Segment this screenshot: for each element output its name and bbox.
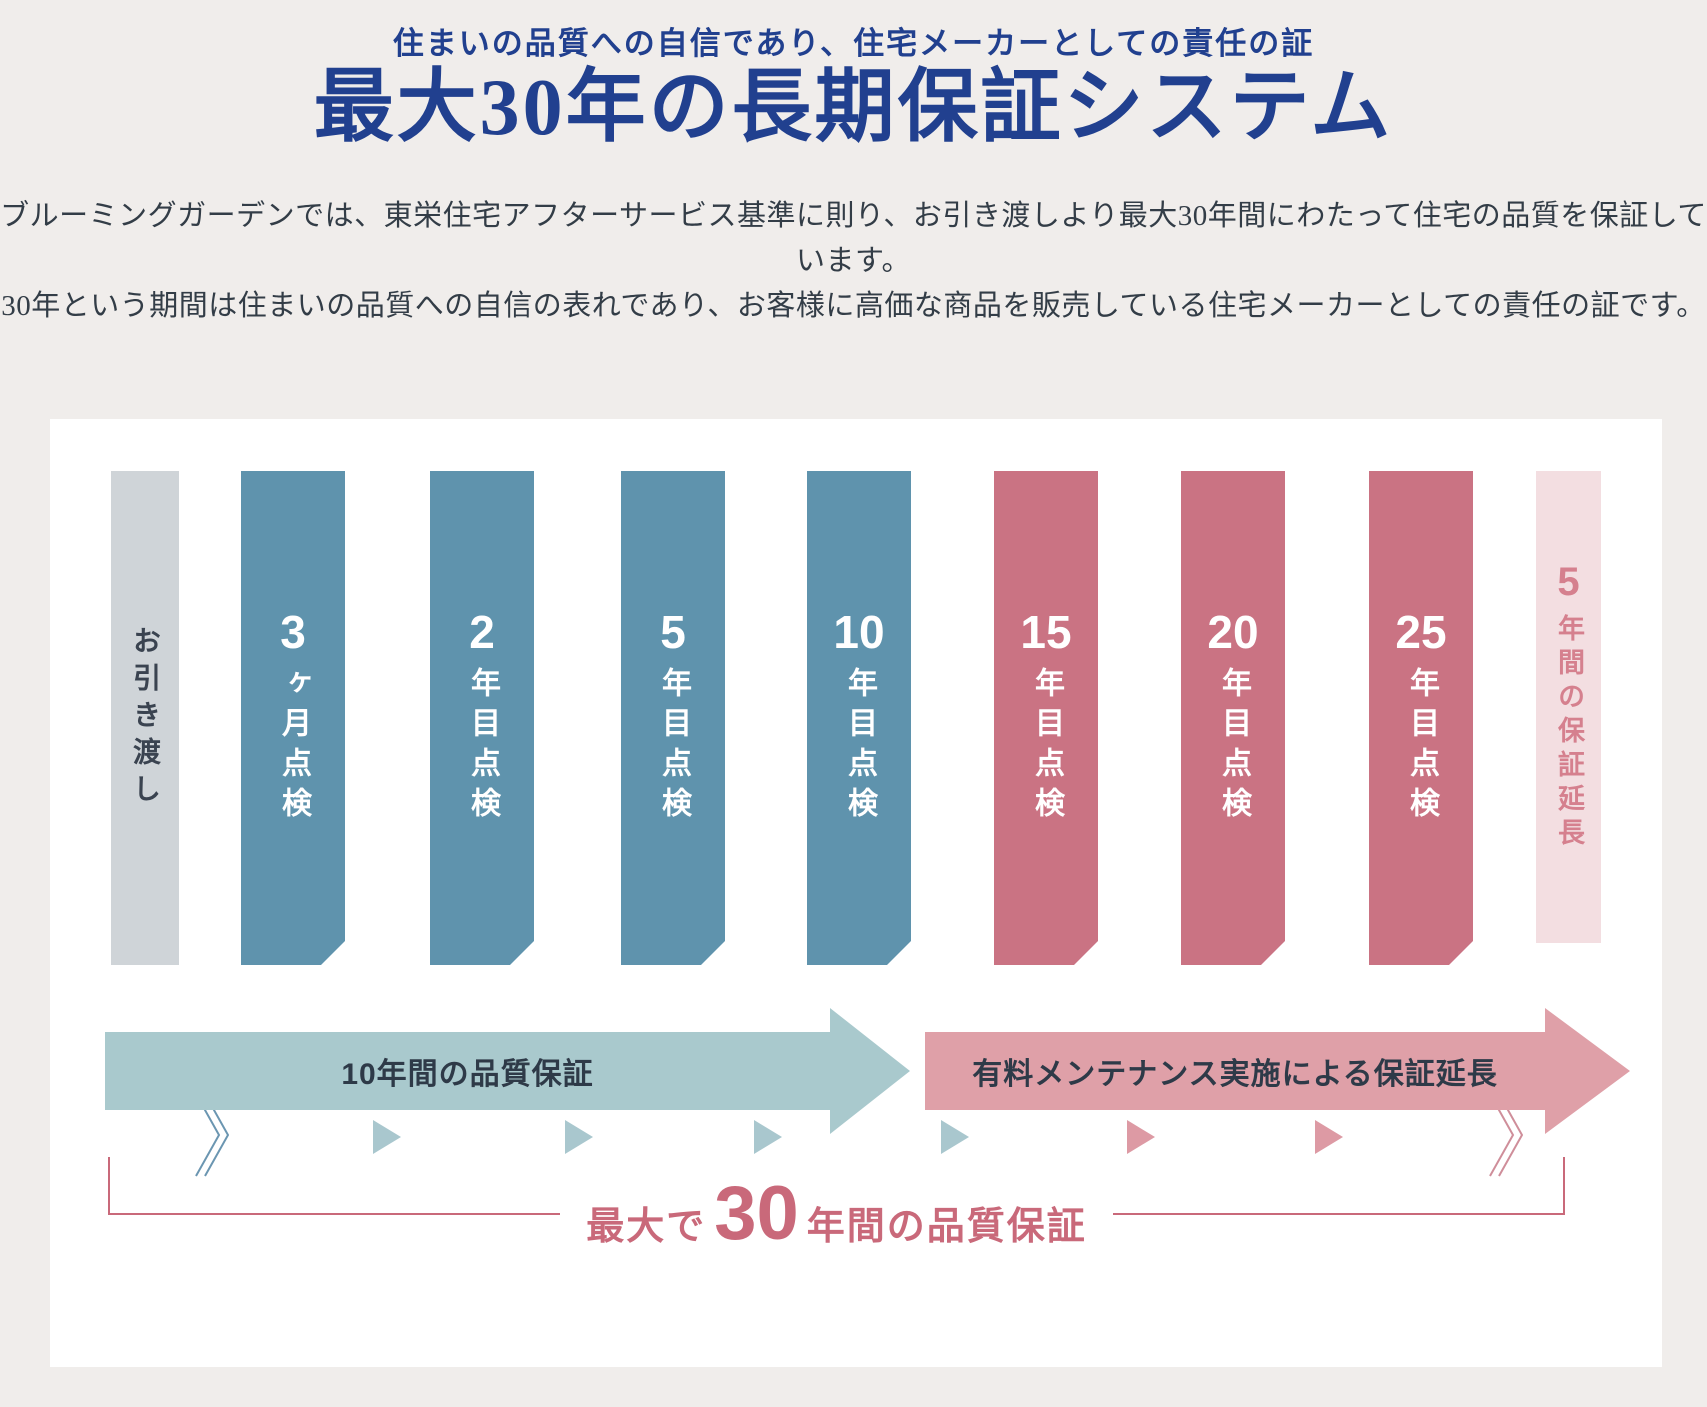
caption-prefix: 最大で: [586, 1206, 707, 1248]
bracket-left-tick: [108, 1157, 110, 1215]
bar-number: 20: [1207, 606, 1259, 658]
bar-number: 25: [1395, 606, 1447, 658]
bar-text: 年目点検: [466, 667, 499, 827]
right-arrow-shape: [925, 1008, 1630, 1134]
triangle-right-icon: [565, 1120, 593, 1154]
caption-text: 最大で 30 年間の品質保証: [560, 1176, 1113, 1252]
bar-text: 年間の保証延長: [1554, 614, 1584, 852]
bar-inspection-year20: 20 年目点検: [1181, 471, 1285, 965]
bracket-right-line: [1112, 1213, 1566, 1215]
warranty-timeline-card: お引き渡し 3 ヶ月点検 2 年目点検 5 年目点検 10 年目点検 15 年目…: [50, 419, 1662, 1367]
triangle-right-icon: [754, 1120, 782, 1154]
extension-arrow: 有料メンテナンス実施による保証延長: [925, 1008, 1630, 1134]
total-warranty-caption: 最大で 30 年間の品質保証: [108, 1157, 1566, 1271]
warranty-10year-label: 10年間の品質保証: [341, 1058, 594, 1091]
bar-number: 2: [469, 606, 495, 658]
page-title: 最大30年の長期保証システム: [313, 64, 1394, 152]
bar-text: 年目点検: [1216, 667, 1250, 827]
triangle-right-icon: [1127, 1120, 1155, 1154]
bar-number: 10: [833, 606, 885, 658]
bar-inspection-year2: 2 年目点検: [430, 471, 534, 965]
bar-warranty-extension: 5 年間の保証延長: [1536, 471, 1601, 943]
bar-inspection-year15: 15 年目点検: [994, 471, 1098, 965]
warranty-10year-arrow: 10年間の品質保証: [105, 1008, 910, 1134]
bracket-left-line: [108, 1213, 561, 1215]
intro-line-2: 30年という期間は住まいの品質への自信の表れであり、お客様に高価な商品を販売して…: [1, 290, 1706, 322]
caption-suffix: 年間の品質保証: [806, 1206, 1087, 1248]
right-arrow-shape: [105, 1008, 910, 1134]
bar-handover: お引き渡し: [111, 471, 179, 965]
bar-text: 年目点検: [842, 667, 876, 827]
caption-number: 30: [714, 1171, 799, 1256]
extension-label: 有料メンテナンス実施による保証延長: [972, 1058, 1498, 1091]
triangle-right-icon: [941, 1120, 969, 1154]
bar-inspection-year5: 5 年目点検: [621, 471, 725, 965]
intro-line-1: ブルーミングガーデンでは、東栄住宅アフターサービス基準に則り、お引き渡しより最大…: [0, 200, 1707, 277]
bar-text: 年目点検: [657, 667, 690, 827]
bar-number: 5: [660, 606, 686, 658]
bar-inspection-year25: 25 年目点検: [1369, 471, 1473, 965]
bar-number: 5: [1557, 560, 1580, 604]
bar-inspection-3month: 3 ヶ月点検: [241, 471, 345, 965]
bar-text: ヶ月点検: [277, 667, 310, 827]
bar-text: 年目点検: [1404, 667, 1438, 827]
bracket-right-tick: [1563, 1157, 1565, 1215]
bar-text: 年目点検: [1029, 667, 1063, 827]
page-subtitle: 住まいの品質への自信であり、住宅メーカーとしての責任の証: [392, 26, 1315, 61]
bar-number: 15: [1020, 606, 1072, 658]
bar-inspection-year10: 10 年目点検: [807, 471, 911, 965]
bar-handover-label: お引き渡し: [130, 625, 161, 811]
triangle-right-icon: [1315, 1120, 1343, 1154]
intro-paragraph: ブルーミングガーデンでは、東栄住宅アフターサービス基準に則り、お引き渡しより最大…: [0, 194, 1707, 329]
bar-number: 3: [280, 606, 306, 658]
triangle-right-icon: [373, 1120, 401, 1154]
